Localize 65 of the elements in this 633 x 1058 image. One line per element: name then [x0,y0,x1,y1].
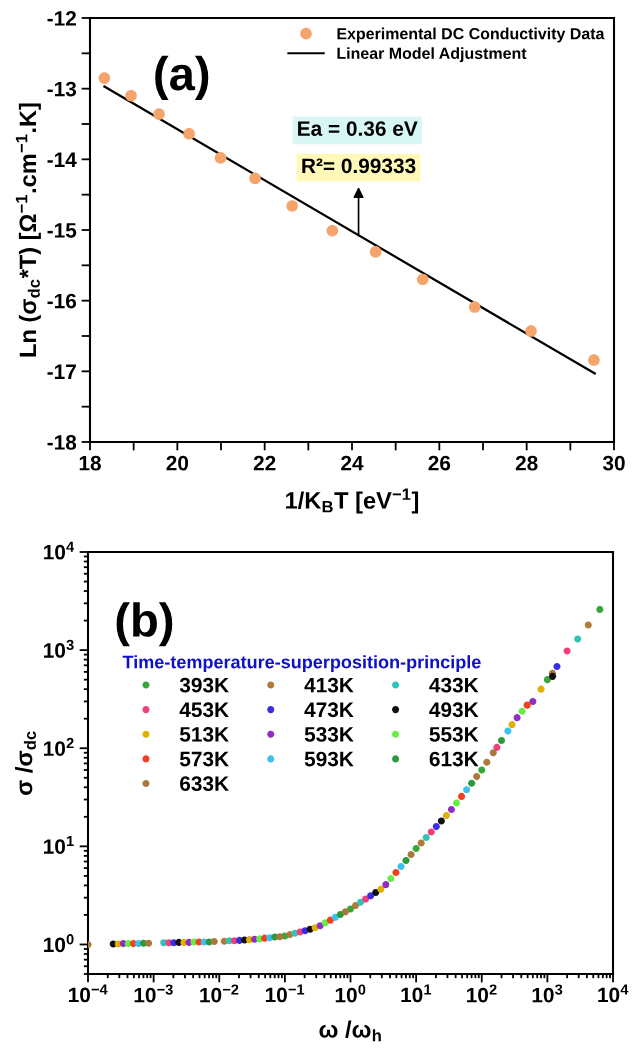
y-tick-label: 10$^{1}$ [44,835,74,854]
legend-label: 533K [304,727,354,742]
legend-label: 393K [179,677,229,693]
x-tick-label: 10$^{0}$ [335,984,366,1003]
legend-title: Time-temperature-superposition-principle [122,655,481,672]
annotation: Ea = 0.36 eV [298,121,418,136]
y-tick-label: -12 [47,11,76,26]
point [525,325,537,337]
legend-label: 453K [179,702,229,718]
x-tick-label: 30 [602,455,625,471]
x-tick-label: 22 [253,455,276,471]
annotation: R²= 0.99333 [302,158,416,174]
legend-label: Experimental DC Conductivity Data [337,27,605,43]
x-tick-label: 10$^{−4}$ [69,984,108,1003]
legend-label: 433K [429,677,479,693]
point [326,224,339,237]
x-tick-label: 10$^{3}$ [532,984,563,1003]
y-tick-label: -18 [47,435,77,450]
y-axis-title: σ /σ$_{dc}$ [15,731,37,795]
x-tick-label: 26 [428,455,451,471]
text: (b) [116,602,173,647]
text: (a) [155,55,209,100]
x-tick-label: 20 [166,455,189,471]
point [214,152,227,164]
point [125,89,137,102]
x-tick-label: 18 [79,455,101,471]
point [183,128,195,140]
x-tick-label: 10$^{−3}$ [134,984,173,1003]
legend-label: 493K [429,702,479,718]
y-tick-label: 10$^{2}$ [44,737,74,756]
point [286,200,298,212]
point [369,246,382,258]
legend-label: Linear Model Adjustment [337,47,527,63]
legend-label: 573K [179,751,229,767]
legend-label: 633K [180,776,229,792]
x-tick-label: 24 [341,455,364,471]
y-tick-label: -13 [47,81,77,97]
legend-label: 553K [429,727,479,742]
x-tick-label: 10$^{−1}$ [265,984,305,1003]
x-tick-label: 10$^{4}$ [598,984,629,1003]
point [588,354,600,366]
x-tick-label: 10$^{1}$ [401,984,432,1003]
x-tick-label: 10$^{2}$ [467,984,497,1003]
point [98,72,111,84]
x-tick-label: 10$^{−2}$ [200,984,239,1003]
legend-label: 413K [304,677,354,693]
legend-label: 473K [304,702,354,718]
legend-label: 613K [429,751,479,767]
x-axis-title: ω /ω$_{h}$ [319,1020,381,1042]
y-axis-title: Ln (σ$_{dc}$*T) [Ω$^{−1}$.cm$^{−1}$.K] [15,103,41,357]
y-tick-label: -14 [47,152,77,167]
point [468,301,481,313]
y-tick-label: 10$^{4}$ [44,541,75,560]
point [416,273,429,286]
y-tick-label: -16 [47,293,77,309]
point [249,172,261,185]
y-tick-label: -15 [47,223,77,238]
x-tick-label: 28 [515,455,538,471]
y-tick-label: 10$^{0}$ [44,934,74,953]
y-tick-label: -17 [47,364,76,379]
legend-label: 593K [304,751,354,767]
x-axis-title: 1/K$_{B}$T [eV$^{−1}$] [286,488,419,514]
legend-label: 513K [179,727,229,742]
y-tick-label: 10$^{3}$ [44,639,74,658]
point [153,108,165,120]
